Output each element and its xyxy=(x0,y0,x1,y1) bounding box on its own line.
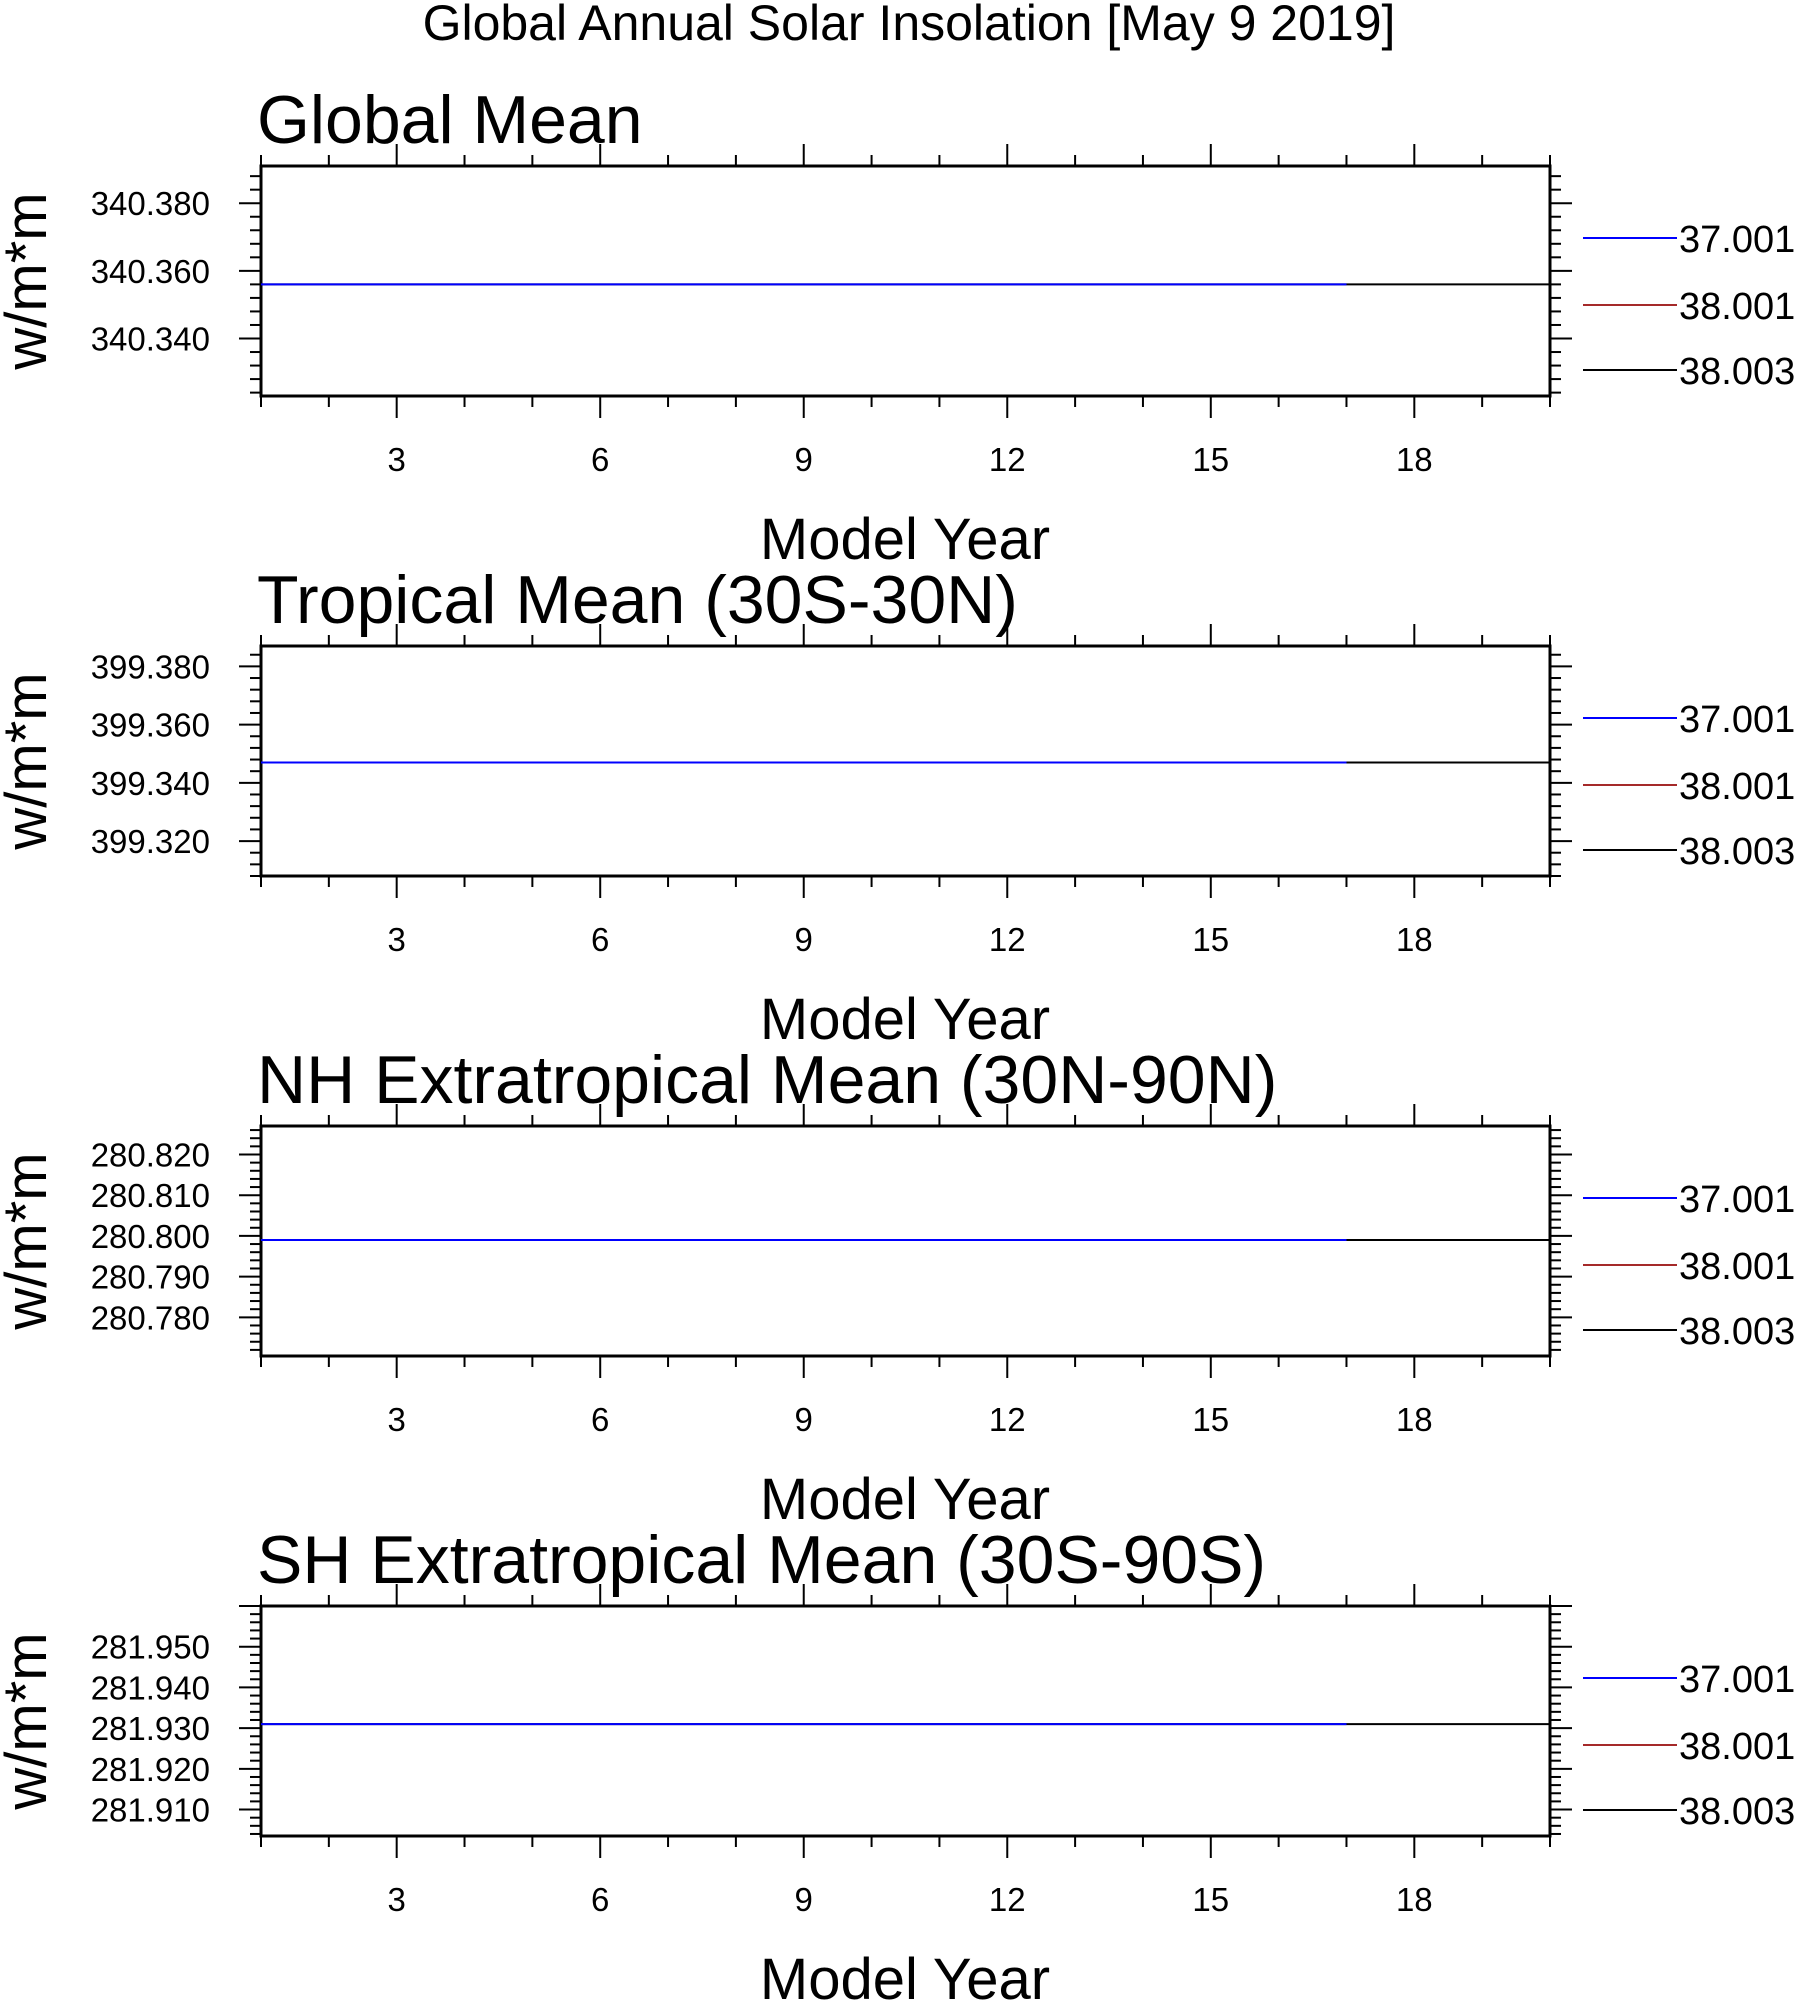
legend-label: 38.003 xyxy=(1679,351,1795,393)
x-tick-label: 3 xyxy=(388,921,406,958)
x-tick-label: 15 xyxy=(1192,921,1229,958)
x-tick-label: 15 xyxy=(1192,441,1229,478)
y-tick-label: 280.800 xyxy=(91,1218,210,1255)
y-tick-label: 399.380 xyxy=(91,648,210,685)
x-tick-label: 9 xyxy=(795,1401,813,1438)
y-tick-label: 280.810 xyxy=(91,1177,210,1214)
x-axis-label: Model Year xyxy=(760,1467,1050,1532)
x-axis-label: Model Year xyxy=(760,987,1050,1052)
legend-label: 37.001 xyxy=(1679,1179,1795,1221)
y-tick-label: 340.360 xyxy=(91,253,210,290)
x-tick-label: 18 xyxy=(1396,921,1433,958)
panel-title: NH Extratropical Mean (30N-90N) xyxy=(257,1042,1277,1118)
legend-label: 38.003 xyxy=(1679,831,1795,873)
y-axis-label: w/m*m xyxy=(0,1632,59,1810)
x-axis-label: Model Year xyxy=(760,507,1050,572)
y-tick-label: 281.940 xyxy=(91,1669,210,1706)
x-tick-label: 3 xyxy=(388,1401,406,1438)
legend-label: 38.001 xyxy=(1679,766,1795,808)
x-tick-label: 3 xyxy=(388,441,406,478)
panel-title: SH Extratropical Mean (30S-90S) xyxy=(257,1522,1266,1598)
figure-title: Global Annual Solar Insolation [May 9 20… xyxy=(423,0,1396,51)
x-tick-label: 9 xyxy=(795,441,813,478)
legend-label: 37.001 xyxy=(1679,699,1795,741)
y-axis-label: w/m*m xyxy=(0,192,59,370)
x-tick-label: 12 xyxy=(989,1881,1026,1918)
legend-label: 38.003 xyxy=(1679,1791,1795,1833)
legend-label: 38.001 xyxy=(1679,1726,1795,1768)
x-tick-label: 12 xyxy=(989,441,1026,478)
y-tick-label: 281.910 xyxy=(91,1792,210,1829)
chart-panel-4: SH Extratropical Mean (30S-90S) 3 6 9 12 15 18… xyxy=(0,1522,1795,2000)
x-tick-label: 18 xyxy=(1396,1401,1433,1438)
legend-label: 38.001 xyxy=(1679,286,1795,328)
y-tick-label: 280.820 xyxy=(91,1136,210,1173)
y-tick-label: 399.340 xyxy=(91,765,210,802)
x-tick-label: 6 xyxy=(591,1881,609,1918)
plot-frame xyxy=(259,644,1552,878)
legend-label: 37.001 xyxy=(1679,219,1795,261)
legend-label: 37.001 xyxy=(1679,1659,1795,1701)
x-tick-label: 3 xyxy=(388,1881,406,1918)
x-tick-label: 6 xyxy=(591,1401,609,1438)
panel-title: Global Mean xyxy=(257,82,643,158)
plot-frame xyxy=(259,1604,1552,1838)
y-axis-label: w/m*m xyxy=(0,1152,59,1330)
chart-panel-1: Global Mean 3 6 9 12 15 18 340.340 340.360 340.38… xyxy=(0,82,1795,572)
x-tick-label: 9 xyxy=(795,1881,813,1918)
x-tick-label: 6 xyxy=(591,921,609,958)
x-tick-label: 15 xyxy=(1192,1881,1229,1918)
y-axis-label: w/m*m xyxy=(0,672,59,850)
chart-panel-3: NH Extratropical Mean (30N-90N) 3 6 9 12 15 18… xyxy=(0,1042,1795,1532)
panel-title: Tropical Mean (30S-30N) xyxy=(257,562,1018,638)
chart-panel-2: Tropical Mean (30S-30N) 3 6 9 12 15 18 399.320 3… xyxy=(0,562,1795,1052)
x-tick-label: 18 xyxy=(1396,1881,1433,1918)
y-tick-label: 281.950 xyxy=(91,1629,210,1666)
legend-label: 38.003 xyxy=(1679,1311,1795,1353)
y-tick-label: 280.780 xyxy=(91,1299,210,1336)
y-tick-label: 280.790 xyxy=(91,1259,210,1296)
x-tick-label: 6 xyxy=(591,441,609,478)
x-axis-label: Model Year xyxy=(760,1947,1050,2000)
y-tick-label: 399.320 xyxy=(91,823,210,860)
y-tick-label: 340.380 xyxy=(91,185,210,222)
plot-frame xyxy=(259,164,1552,398)
x-tick-label: 12 xyxy=(989,921,1026,958)
y-tick-label: 281.930 xyxy=(91,1710,210,1747)
legend-label: 38.001 xyxy=(1679,1246,1795,1288)
x-tick-label: 15 xyxy=(1192,1401,1229,1438)
y-tick-label: 281.920 xyxy=(91,1751,210,1788)
y-tick-label: 399.360 xyxy=(91,707,210,744)
x-tick-label: 18 xyxy=(1396,441,1433,478)
x-tick-label: 12 xyxy=(989,1401,1026,1438)
y-tick-label: 340.340 xyxy=(91,321,210,358)
x-tick-label: 9 xyxy=(795,921,813,958)
